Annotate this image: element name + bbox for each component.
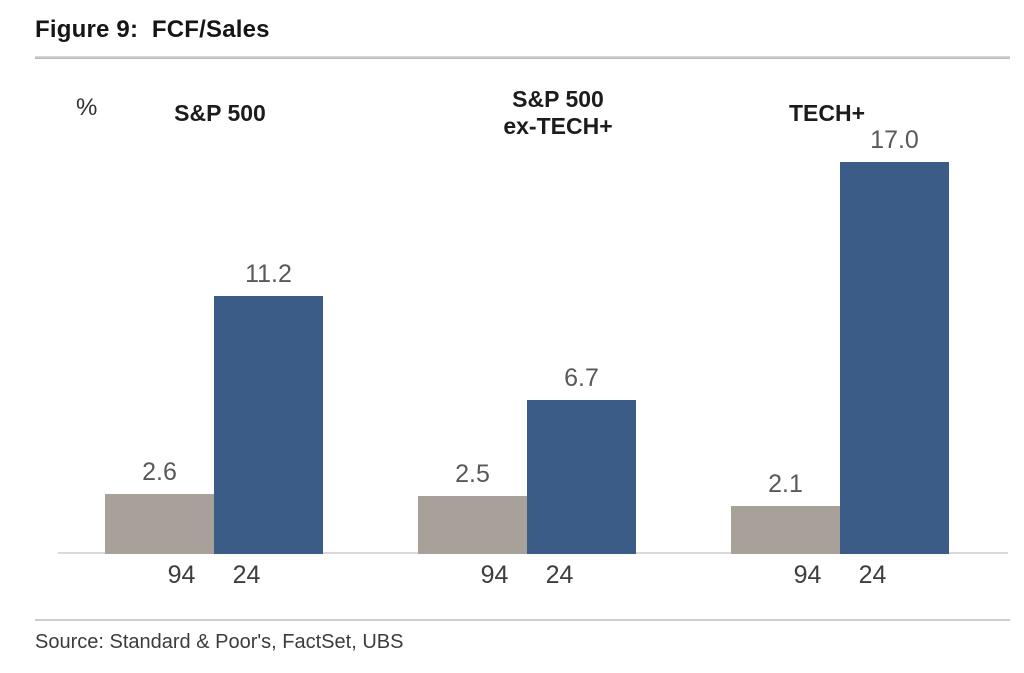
- x-tick-label: 94: [167, 561, 196, 589]
- bar-24-s&p-500-ex-tech+: [527, 400, 636, 554]
- group-header: S&P 500 ex-TECH+: [503, 86, 613, 139]
- bar-24-tech+: [840, 162, 949, 554]
- bar-value-label: 2.6: [142, 458, 177, 486]
- x-tick-label: 24: [232, 561, 261, 589]
- source-divider: [35, 619, 1010, 621]
- bar-value-label: 6.7: [564, 364, 599, 392]
- bar-value-label: 2.5: [455, 460, 490, 488]
- title-divider: [35, 56, 1010, 59]
- x-tick-label: 94: [480, 561, 509, 589]
- group-header: S&P 500: [174, 99, 266, 126]
- bar-24-s&p-500: [214, 296, 323, 554]
- bar-94-s&p-500: [105, 494, 214, 554]
- figure-title: Figure 9: FCF/Sales: [35, 16, 270, 43]
- x-tick-label: 24: [858, 561, 887, 589]
- x-tick-label: 94: [793, 561, 822, 589]
- group-header: TECH+: [788, 99, 866, 126]
- bar-value-label: 17.0: [870, 126, 919, 154]
- bar-value-label: 2.1: [768, 470, 803, 498]
- bar-94-tech+: [731, 506, 840, 554]
- source-note: Source: Standard & Poor's, FactSet, UBS: [35, 631, 404, 653]
- x-tick-label: 24: [545, 561, 574, 589]
- bar-value-label: 11.2: [245, 260, 292, 288]
- bar-94-s&p-500-ex-tech+: [418, 496, 527, 554]
- y-axis-unit-label: %: [76, 94, 98, 121]
